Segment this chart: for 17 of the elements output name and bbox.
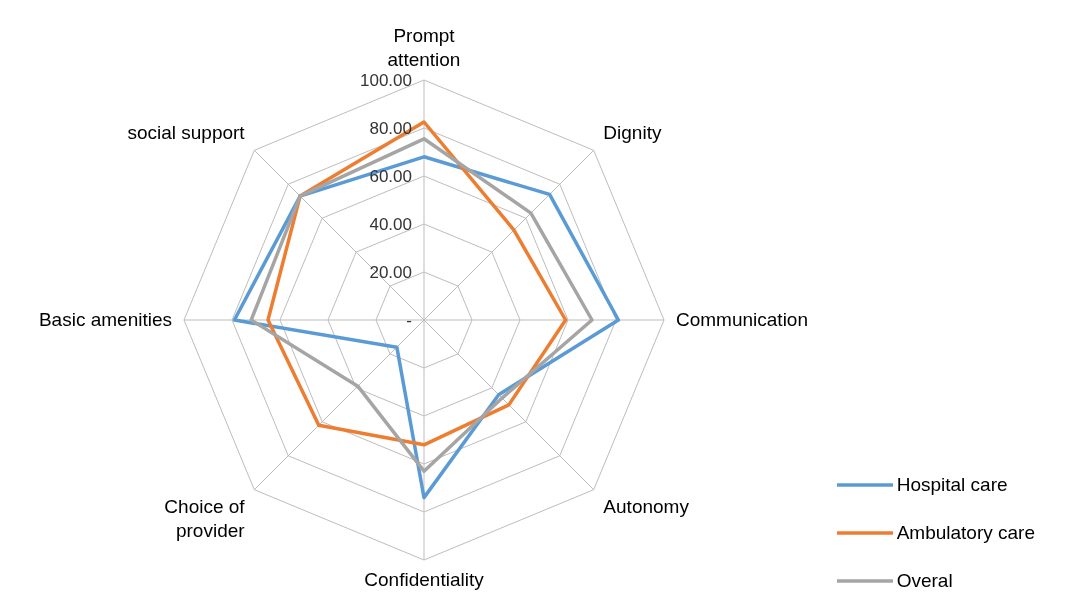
spoke-label: Basic amenities: [38, 309, 172, 330]
spoke-label: Dignity: [603, 121, 662, 143]
legend-label: Hospital care: [896, 474, 1008, 496]
legend-label: Ambulatory care: [896, 522, 1035, 544]
y-tick-label: -: [406, 311, 412, 330]
y-tick-label: 60.00: [369, 167, 412, 186]
legend-label: Overal: [896, 570, 953, 592]
y-tick-label: 100.00: [360, 71, 412, 90]
spoke-label: Choice of provider: [164, 496, 246, 542]
y-tick-label: 40.00: [369, 215, 412, 234]
spoke-label: Communication: [676, 309, 808, 330]
spoke-label: Prompt attention: [387, 25, 461, 70]
spoke-label: social support: [127, 121, 246, 143]
y-tick-label: 80.00: [369, 119, 412, 138]
spoke-label: Confidentiality: [364, 569, 485, 590]
y-tick-label: 20.00: [369, 263, 412, 282]
spoke-label: Autonomy: [603, 496, 690, 518]
